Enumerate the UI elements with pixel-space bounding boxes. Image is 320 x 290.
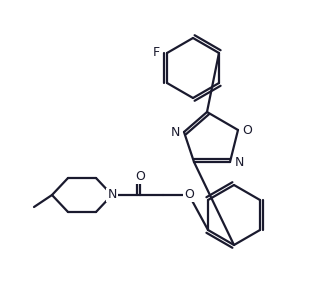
Text: N: N <box>107 188 117 202</box>
Text: F: F <box>152 46 160 59</box>
Text: O: O <box>242 124 252 137</box>
Text: N: N <box>170 126 180 139</box>
Text: O: O <box>184 188 194 202</box>
Text: O: O <box>135 171 145 184</box>
Text: N: N <box>234 155 244 168</box>
